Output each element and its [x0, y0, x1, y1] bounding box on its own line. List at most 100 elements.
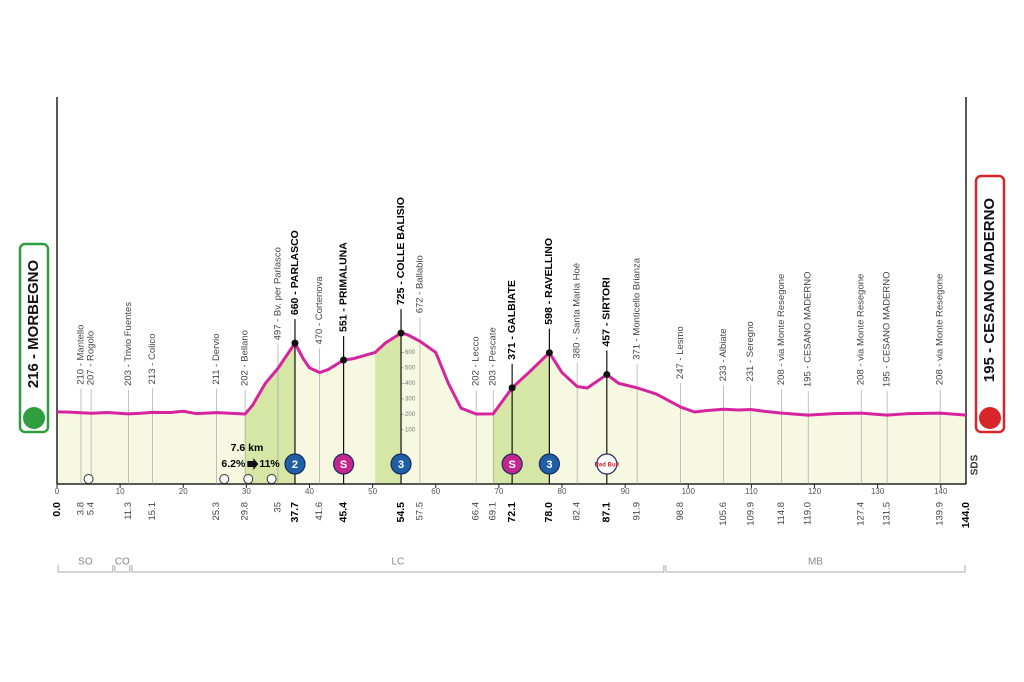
province-label: MB — [808, 557, 823, 568]
climb-icon — [596, 453, 618, 475]
km-label: 29.8 — [240, 502, 251, 521]
km-label: 5.4 — [86, 502, 97, 515]
waypoint-label: 371 - GALBIATE — [506, 280, 518, 360]
x-tick-label: 120 — [808, 487, 822, 496]
km-label: 72.1 — [506, 502, 518, 523]
climb-icon — [332, 453, 355, 475]
waypoint-label: 211 - Dervio — [211, 334, 222, 385]
km-label: 45.4 — [337, 502, 349, 523]
climb-icon-label: S — [508, 459, 515, 471]
waypoint-label: 380 - Santa Maria Hoè — [572, 263, 583, 359]
km-label: 35 — [272, 502, 283, 513]
km-label: 109.9 — [745, 502, 756, 526]
climb-arrow — [247, 458, 259, 470]
km-label: 25.3 — [211, 502, 222, 521]
waypoint-label: 195 - CESANO MADERNO — [803, 271, 814, 387]
km-label: 78.0 — [543, 502, 555, 523]
waypoint-label: 202 - Lecco — [471, 336, 482, 386]
climb-avg: 6.2% — [221, 458, 246, 470]
x-tick-label: 70 — [494, 487, 503, 496]
waypoint-label: 210 - Mantello — [76, 325, 87, 385]
climb-icon-label: 2 — [292, 459, 298, 471]
km-label: 57.5 — [414, 502, 425, 521]
x-tick-label: 60 — [431, 487, 440, 496]
km-label: 41.6 — [314, 502, 325, 521]
waypoint-label: 207 - Rogolo — [86, 331, 97, 385]
y-tick-label: 400 — [405, 381, 416, 387]
province-label: SO — [78, 557, 93, 568]
waypoint-label: 231 - Seregno — [745, 321, 756, 381]
x-tick-label: 10 — [116, 487, 125, 496]
waypoint-label: 660 - PARLASCO — [289, 230, 301, 315]
tunnel-icon — [219, 474, 230, 484]
km-label: 131.5 — [882, 502, 893, 526]
x-tick-label: 80 — [558, 487, 567, 496]
waypoint-label: 551 - PRIMALUNA — [337, 242, 349, 332]
y-tick-label: 200 — [405, 412, 416, 418]
waypoint-dot — [508, 384, 516, 392]
km-label: 11.3 — [123, 502, 134, 520]
waypoint-label: 203 - Pescate — [488, 327, 499, 386]
km-label: 15.1 — [147, 502, 158, 521]
x-tick-label: 130 — [871, 487, 885, 496]
x-tick-label: 20 — [179, 487, 188, 496]
waypoint-dot — [603, 371, 611, 379]
km-label: 98.8 — [675, 502, 686, 521]
waypoint-label: 195 - CESANO MADERNO — [882, 271, 893, 387]
waypoint-dot — [291, 339, 299, 347]
finish-label: 195 - CESANO MADERNO — [981, 198, 998, 383]
start-label: 216 - MORBEGNO — [25, 259, 42, 388]
waypoint-label: 672 - Ballabio — [414, 255, 425, 313]
waypoint-label: 470 - Cortenova — [314, 276, 325, 345]
km-label: 127.4 — [856, 502, 867, 526]
tunnel-icon — [266, 474, 277, 484]
waypoint-label: 247 - Lesmo — [675, 326, 686, 379]
y-tick-label: 100 — [405, 427, 416, 433]
waypoint-label: 213 - Colico — [147, 334, 158, 385]
province-label: CO — [115, 557, 130, 568]
y-tick-label: 500 — [405, 365, 416, 371]
km-label: 105.6 — [718, 502, 729, 526]
province-label: LC — [391, 557, 404, 568]
x-tick-label: 140 — [934, 487, 948, 496]
waypoint-label: 208 - via Monte Resegone — [856, 274, 867, 385]
waypoint-dot — [545, 349, 553, 357]
km-label: 144.0 — [960, 502, 972, 528]
x-tick-label: 50 — [368, 487, 377, 496]
x-tick-label: 90 — [621, 487, 630, 496]
climb-icon — [501, 453, 523, 475]
km-label: 54.5 — [395, 502, 407, 523]
climb-icon-label: 3 — [398, 459, 404, 471]
profile-line — [56, 331, 967, 417]
sponsor: SDS — [970, 454, 981, 475]
x-tick-label: 100 — [682, 487, 696, 496]
climb-icon-label: Red Bull — [595, 463, 620, 469]
waypoint-label: 725 - COLLE BALISIO — [395, 197, 407, 305]
km-label: 37.7 — [289, 502, 301, 523]
km-label: 0.0 — [51, 502, 63, 517]
climb-icon — [284, 453, 306, 475]
finish-box — [974, 174, 1006, 434]
climb-icon-label: S — [340, 459, 347, 471]
waypoint-dot — [397, 329, 405, 337]
waypoint-label: 203 - Trivio Fuentes — [123, 302, 134, 386]
km-label: 114.8 — [776, 502, 787, 525]
climb-icon-label: 3 — [546, 459, 552, 471]
waypoint-label: 457 - SIRTORI — [601, 277, 613, 346]
tunnel-icon — [243, 474, 254, 484]
x-tick-label: 0 — [55, 487, 60, 496]
climb-area — [245, 343, 295, 484]
climb-icon — [390, 453, 412, 475]
waypoint-label: 233 - Albiate — [718, 328, 729, 381]
km-label: 82.4 — [572, 502, 583, 521]
tunnel-icon — [83, 474, 94, 484]
finish-icon — [979, 407, 1001, 429]
km-label: 119.0 — [803, 502, 814, 525]
km-label: 3.8 — [76, 502, 87, 515]
waypoint-dot — [340, 356, 348, 364]
x-tick-label: 40 — [305, 487, 314, 496]
km-label: 87.1 — [601, 502, 613, 523]
x-tick-label: 110 — [745, 487, 758, 496]
start-icon — [23, 407, 45, 429]
